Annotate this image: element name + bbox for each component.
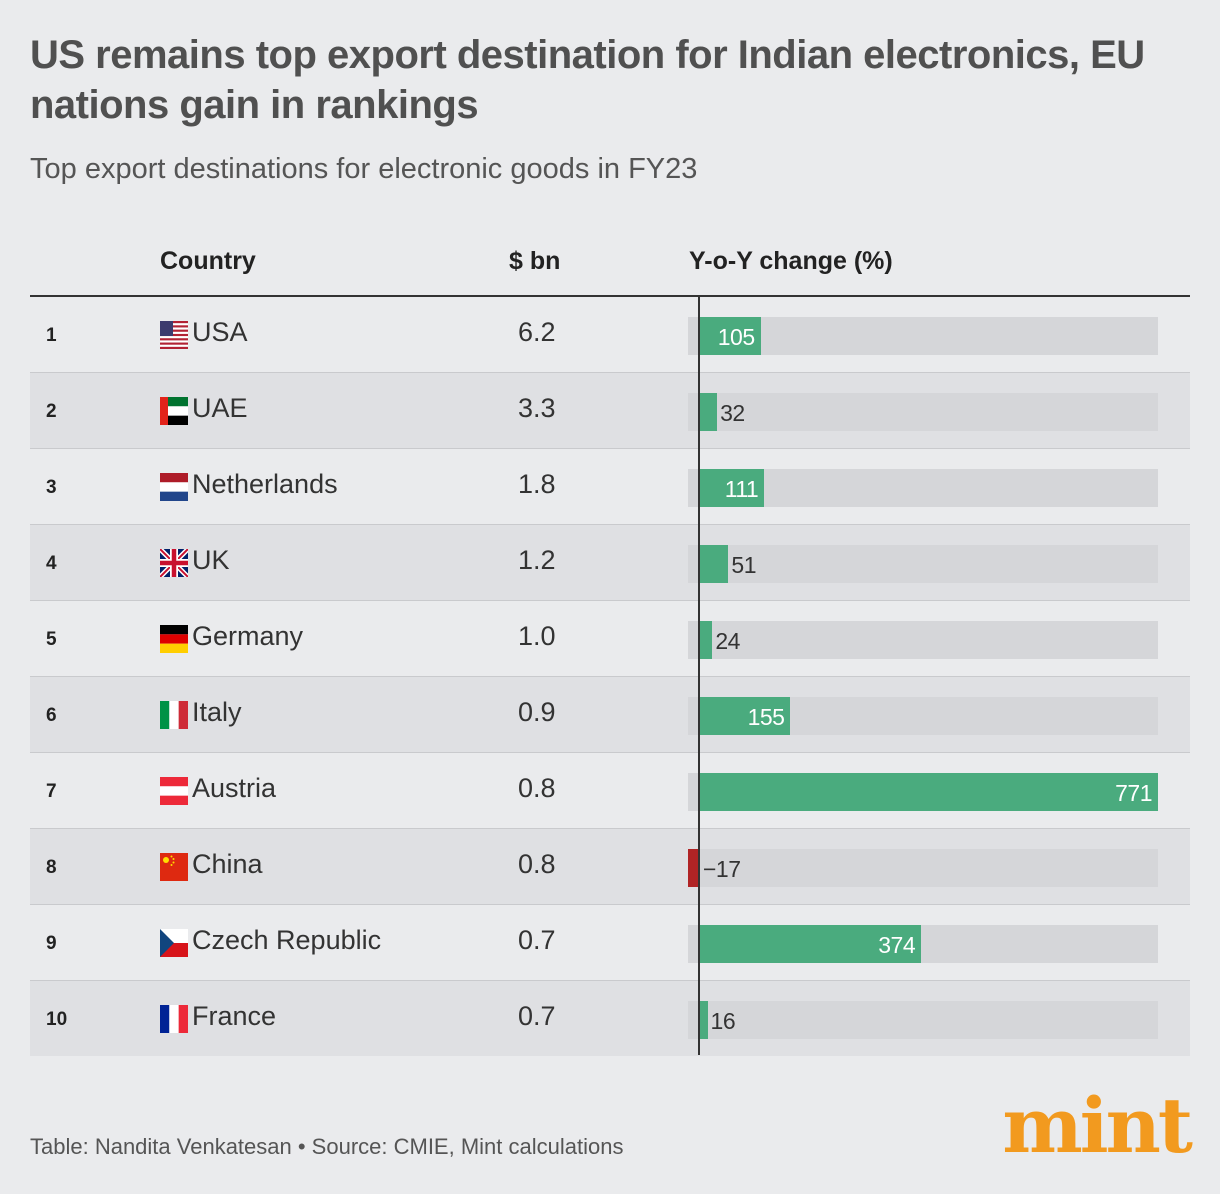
netherlands-flag-icon bbox=[160, 473, 188, 501]
france-flag-icon bbox=[160, 1005, 188, 1033]
china-flag-icon bbox=[160, 853, 188, 881]
export-value: 6.2 bbox=[518, 317, 556, 347]
export-value: 0.7 bbox=[518, 925, 556, 955]
rank-label: 1 bbox=[46, 325, 57, 346]
bar-track: 105 bbox=[688, 317, 1158, 355]
bar-track: 771 bbox=[688, 773, 1158, 811]
change-bar bbox=[698, 545, 729, 583]
export-value: 1.0 bbox=[518, 621, 556, 651]
country-name: China bbox=[192, 849, 263, 879]
table-row: 3 Netherlands 1.8 111 bbox=[30, 449, 1190, 525]
export-table: 1 USA 6.2 105 2 UAE 3.3 32 3 Netherlands 1.8 111 4 UK… bbox=[30, 297, 1190, 1056]
rank-label: 9 bbox=[46, 933, 57, 954]
change-bar bbox=[688, 849, 698, 887]
export-value: 0.8 bbox=[518, 849, 556, 879]
bar-value-label: 111 bbox=[724, 476, 759, 502]
table-row: 7 Austria 0.8 771 bbox=[30, 753, 1190, 829]
country-name: Austria bbox=[192, 773, 277, 803]
change-bar bbox=[698, 469, 765, 507]
change-bar bbox=[698, 317, 761, 355]
change-bar bbox=[698, 621, 713, 659]
germany-flag-icon bbox=[160, 625, 188, 653]
change-bar bbox=[698, 393, 718, 431]
column-header-value: $ bn bbox=[509, 247, 561, 275]
bar-value-label: 374 bbox=[878, 932, 916, 958]
country-name: Germany bbox=[192, 621, 304, 651]
rank-label: 6 bbox=[46, 705, 57, 726]
bar-track: 16 bbox=[688, 1001, 1158, 1039]
bar-track: 32 bbox=[688, 393, 1158, 431]
export-value: 1.2 bbox=[518, 545, 556, 575]
table-row: 1 USA 6.2 105 bbox=[30, 297, 1190, 373]
table-row: 2 UAE 3.3 32 bbox=[30, 373, 1190, 449]
export-value: 1.8 bbox=[518, 469, 556, 499]
change-bar bbox=[698, 697, 791, 735]
column-header-change: Y-o-Y change (%) bbox=[689, 247, 893, 275]
table-row: 8 China 0.8 −17 bbox=[30, 829, 1190, 905]
bar-value-label: 105 bbox=[717, 324, 755, 350]
change-bar bbox=[698, 1001, 708, 1039]
country-name: UAE bbox=[192, 393, 248, 423]
rank-label: 2 bbox=[46, 401, 57, 422]
italy-flag-icon bbox=[160, 701, 188, 729]
mint-logo: mint bbox=[1002, 1081, 1193, 1170]
table-row: 4 UK 1.2 51 bbox=[30, 525, 1190, 601]
chart-subtitle: Top export destinations for electronic g… bbox=[30, 153, 698, 185]
country-name: USA bbox=[192, 317, 248, 347]
bar-track: 374 bbox=[688, 925, 1158, 963]
table-row: 6 Italy 0.9 155 bbox=[30, 677, 1190, 753]
zero-axis-line bbox=[698, 297, 700, 1055]
bar-value-label: 24 bbox=[715, 628, 740, 654]
bar-track: 155 bbox=[688, 697, 1158, 735]
change-bar bbox=[698, 925, 922, 963]
rank-label: 5 bbox=[46, 629, 57, 650]
export-value: 0.7 bbox=[518, 1001, 556, 1031]
bar-value-label: 155 bbox=[747, 704, 785, 730]
rank-label: 8 bbox=[46, 857, 57, 878]
source-credit: Table: Nandita Venkatesan • Source: CMIE… bbox=[30, 1134, 624, 1159]
export-value: 0.9 bbox=[518, 697, 556, 727]
country-name: Italy bbox=[192, 697, 242, 727]
change-bar bbox=[698, 773, 1158, 811]
austria-flag-icon bbox=[160, 777, 188, 805]
uk-flag-icon bbox=[160, 549, 188, 577]
table-row: 9 Czech Republic 0.7 374 bbox=[30, 905, 1190, 981]
bar-value-label: 771 bbox=[1115, 780, 1152, 806]
bar-value-label: 32 bbox=[720, 400, 745, 426]
czech-flag-icon bbox=[160, 929, 188, 957]
bar-track: 24 bbox=[688, 621, 1158, 659]
bar-value-label: 16 bbox=[710, 1008, 736, 1034]
rank-label: 10 bbox=[46, 1009, 68, 1030]
bar-track: 51 bbox=[688, 545, 1158, 583]
bar-track: 111 bbox=[688, 469, 1158, 507]
country-name: France bbox=[192, 1001, 277, 1031]
country-name: UK bbox=[192, 545, 230, 575]
bar-value-label: 51 bbox=[731, 552, 757, 578]
bar-value-label: −17 bbox=[703, 856, 741, 882]
rank-label: 3 bbox=[46, 477, 57, 498]
usa-flag-icon bbox=[160, 321, 188, 349]
rank-label: 7 bbox=[46, 781, 57, 802]
country-name: Czech Republic bbox=[192, 925, 382, 955]
bar-track: −17 bbox=[688, 849, 1158, 887]
header-rule bbox=[30, 295, 1190, 297]
table-row: 5 Germany 1.0 24 bbox=[30, 601, 1190, 677]
uae-flag-icon bbox=[160, 397, 188, 425]
rank-label: 4 bbox=[46, 553, 57, 574]
table-row: 10 France 0.7 16 bbox=[30, 981, 1190, 1056]
column-header-country: Country bbox=[160, 247, 256, 275]
export-value: 0.8 bbox=[518, 773, 556, 803]
chart-title: US remains top export destination for In… bbox=[30, 33, 1145, 127]
export-value: 3.3 bbox=[518, 393, 556, 423]
country-name: Netherlands bbox=[192, 469, 338, 499]
